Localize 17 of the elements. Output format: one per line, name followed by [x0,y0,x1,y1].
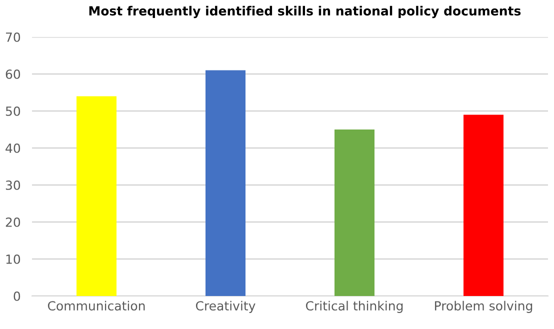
y-tick-label: 60 [6,69,20,79]
bar [464,114,504,296]
chart-title: Most frequently identified skills in national policy documents [89,6,521,18]
bar [76,96,116,296]
y-tick-label: 10 [6,254,20,264]
bar [334,130,374,296]
x-tick-label: Problem solving [435,300,532,313]
y-tick-label: 30 [6,180,20,190]
y-tick-label: 50 [6,106,20,116]
x-tick-label: Creativity [196,300,256,313]
y-tick-label: 40 [6,143,20,153]
y-tick-label: 0 [14,291,20,301]
y-tick-label: 20 [6,217,20,227]
x-tick-label: Communication [48,300,145,311]
bar [206,70,246,296]
x-tick-label: Critical thinking [306,300,403,313]
y-tick-label: 70 [6,32,20,42]
